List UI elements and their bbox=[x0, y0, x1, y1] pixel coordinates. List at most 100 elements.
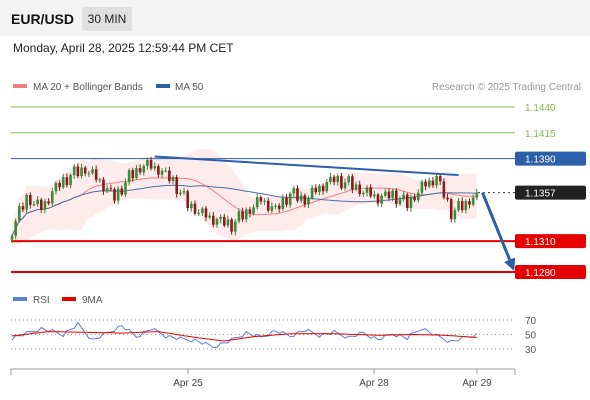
candle-body bbox=[358, 184, 361, 195]
candle-body bbox=[449, 199, 453, 220]
ma20-line bbox=[11, 177, 477, 236]
candle-body bbox=[14, 220, 17, 236]
candle-body bbox=[215, 219, 219, 225]
candle-body bbox=[325, 182, 329, 192]
ma50-line bbox=[11, 184, 477, 236]
candle-body bbox=[146, 160, 149, 166]
level-label-1.1310: 1.1310 bbox=[525, 237, 556, 248]
candle-body bbox=[94, 169, 98, 180]
candle-body bbox=[142, 165, 146, 173]
candle-body bbox=[376, 194, 380, 204]
candle-body bbox=[252, 207, 255, 214]
candle-body bbox=[369, 187, 372, 197]
candle-body bbox=[58, 182, 61, 188]
timeframe-button[interactable]: 30 MIN bbox=[82, 7, 132, 31]
candle-body bbox=[354, 184, 358, 190]
ma50-legend-swatch bbox=[156, 84, 170, 88]
candle-body bbox=[431, 180, 435, 186]
candle-body bbox=[413, 196, 416, 201]
ma20-legend-swatch bbox=[13, 84, 27, 88]
candle-body bbox=[270, 206, 274, 211]
candle-body bbox=[475, 192, 479, 198]
candle-body bbox=[460, 201, 464, 211]
candle-body bbox=[69, 175, 72, 186]
candle-body bbox=[18, 206, 21, 221]
candle-body bbox=[105, 188, 109, 192]
candle-body bbox=[135, 168, 138, 179]
candle-body bbox=[362, 192, 365, 195]
rsi-legend-label: RSI bbox=[33, 295, 50, 306]
candle-body bbox=[398, 199, 402, 204]
candle-body bbox=[281, 197, 285, 209]
level-label-1.1440: 1.1440 bbox=[525, 103, 556, 114]
candle-body bbox=[204, 208, 208, 218]
candle-body bbox=[164, 170, 168, 172]
candle-body bbox=[109, 188, 113, 190]
candle-body bbox=[43, 201, 47, 210]
candle-body bbox=[292, 188, 296, 194]
projection-arrow-line bbox=[481, 192, 515, 270]
candle-body bbox=[25, 194, 28, 210]
candle-body bbox=[241, 211, 244, 220]
candle-body bbox=[464, 201, 468, 211]
candle-body bbox=[50, 191, 54, 204]
candle-body bbox=[65, 177, 69, 186]
candle-body bbox=[307, 197, 310, 205]
candle-body bbox=[226, 219, 230, 226]
candle-body bbox=[332, 176, 336, 183]
candle-body bbox=[329, 176, 332, 183]
candle-body bbox=[435, 175, 438, 186]
candle-body bbox=[237, 211, 241, 222]
candle-body bbox=[318, 185, 321, 193]
candle-body bbox=[387, 191, 391, 199]
candle-body bbox=[453, 210, 457, 220]
candle-body bbox=[91, 169, 94, 174]
candle-body bbox=[21, 206, 25, 210]
candle-body bbox=[160, 170, 164, 175]
candle-body bbox=[120, 188, 124, 195]
candle-body bbox=[438, 175, 442, 182]
candle-body bbox=[39, 199, 43, 210]
chart-header: EUR/USD 30 MIN bbox=[0, 0, 590, 36]
candle-body bbox=[102, 179, 105, 192]
candle-body bbox=[29, 194, 32, 205]
candle-body bbox=[365, 187, 369, 193]
candle-body bbox=[442, 181, 446, 198]
candle-body bbox=[179, 192, 182, 194]
x-tick-label-0: Apr 25 bbox=[173, 378, 203, 389]
timestamp-label: Monday, April 28, 2025 12:59:44 PM CET bbox=[13, 41, 234, 55]
candle-body bbox=[424, 181, 427, 187]
x-tick-label-2: Apr 29 bbox=[462, 378, 492, 389]
level-badge-1.1280 bbox=[515, 265, 586, 279]
candle-body bbox=[446, 197, 449, 200]
candle-body bbox=[201, 208, 204, 213]
candle-body bbox=[347, 176, 351, 183]
candle-body bbox=[171, 177, 175, 182]
candle-body bbox=[405, 194, 409, 209]
x-tick-label-1: Apr 28 bbox=[359, 378, 389, 389]
watermark-text: Research © 2025 Trading Central bbox=[432, 82, 581, 93]
candle-body bbox=[402, 194, 405, 200]
candle-body bbox=[391, 190, 394, 199]
candle-body bbox=[420, 181, 424, 193]
candle-body bbox=[87, 173, 91, 175]
candle-body bbox=[168, 170, 171, 182]
resistance-trendline bbox=[154, 155, 459, 177]
candle-body bbox=[343, 182, 347, 189]
rsi-tick-50: 50 bbox=[525, 331, 537, 342]
level-badge-1.1310 bbox=[515, 234, 586, 249]
candle-body bbox=[175, 177, 178, 194]
candle-body bbox=[373, 194, 376, 197]
candle-body bbox=[233, 221, 237, 232]
candle-body bbox=[266, 200, 270, 211]
candle-body bbox=[409, 196, 413, 209]
candle-body bbox=[277, 205, 281, 209]
candle-body bbox=[208, 215, 211, 218]
candle-body bbox=[83, 167, 87, 174]
candle-body bbox=[72, 166, 76, 176]
candle-body bbox=[288, 193, 292, 205]
candle-body bbox=[310, 187, 314, 198]
candle-body bbox=[138, 168, 142, 173]
candle-body bbox=[296, 188, 299, 201]
